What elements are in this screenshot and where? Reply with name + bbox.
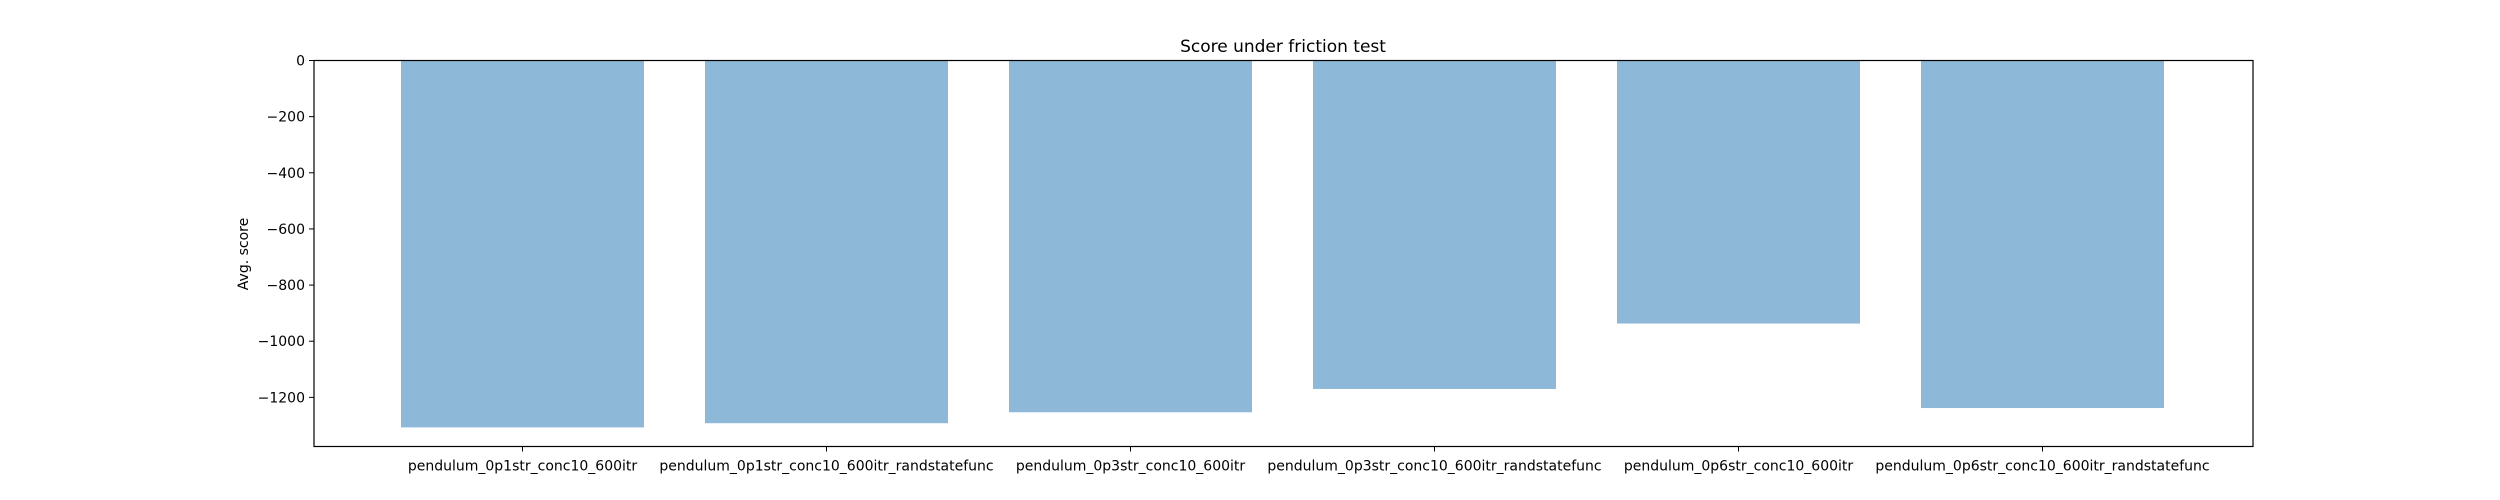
- bar-pendulum_0p3str_conc10_600itr_randstatefunc: [1313, 60, 1556, 389]
- x-tick-label: pendulum_0p1str_conc10_600itr_randstatef…: [659, 459, 993, 475]
- x-tick-label: pendulum_0p6str_conc10_600itr_randstatef…: [1875, 459, 2209, 475]
- plot-area-frame: [313, 59, 2254, 448]
- bar-pendulum_0p3str_conc10_600itr: [1009, 60, 1252, 413]
- y-tick-label: 0: [296, 54, 305, 70]
- x-tick-label: pendulum_0p1str_conc10_600itr: [408, 459, 638, 475]
- x-ticks-group: pendulum_0p1str_conc10_600itr pendulum_0p…: [408, 446, 2210, 475]
- x-tick-label: pendulum_0p3str_conc10_600itr: [1016, 459, 1246, 475]
- y-tick-label: −1000: [258, 334, 305, 350]
- bar-pendulum_0p6str_conc10_600itr_randstatefunc: [1921, 60, 2164, 409]
- x-tick-label: pendulum_0p3str_conc10_600itr_randstatef…: [1267, 459, 1601, 475]
- y-tick-label: −600: [267, 222, 305, 238]
- bar-pendulum_0p1str_conc10_600itr_randstatefunc: [705, 60, 948, 424]
- y-tick-label: −400: [267, 166, 305, 182]
- bar-pendulum_0p6str_conc10_600itr: [1617, 60, 1860, 324]
- y-tick-label: −200: [267, 110, 305, 126]
- y-tick-label: −800: [267, 278, 305, 294]
- bar-pendulum_0p1str_conc10_600itr: [401, 60, 644, 428]
- chart-title: Score under friction test: [1180, 37, 1386, 57]
- y-tick-label: −1200: [258, 390, 305, 406]
- bars-group: [401, 60, 2164, 428]
- y-axis-label: Avg. score: [236, 218, 252, 290]
- x-tick-label: pendulum_0p6str_conc10_600itr: [1624, 459, 1854, 475]
- y-ticks-group: 0 −200 −400 −600 −800 −1000 −1200: [258, 54, 314, 406]
